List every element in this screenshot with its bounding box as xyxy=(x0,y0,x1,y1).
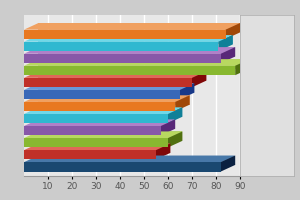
Polygon shape xyxy=(24,48,235,54)
Polygon shape xyxy=(156,144,170,160)
Bar xyxy=(38,144,170,153)
Polygon shape xyxy=(24,72,206,78)
Polygon shape xyxy=(24,84,194,90)
Bar xyxy=(38,60,250,69)
Bar xyxy=(24,114,168,124)
Polygon shape xyxy=(180,84,194,100)
Polygon shape xyxy=(168,132,182,148)
Bar xyxy=(38,24,240,33)
Bar xyxy=(24,90,180,100)
Polygon shape xyxy=(24,24,240,31)
Bar xyxy=(38,96,190,105)
Bar xyxy=(24,150,156,160)
Bar xyxy=(38,36,233,45)
Bar xyxy=(38,84,194,93)
Polygon shape xyxy=(235,60,250,76)
Bar xyxy=(24,102,175,112)
Polygon shape xyxy=(221,48,235,64)
Bar xyxy=(24,54,221,64)
Polygon shape xyxy=(161,120,175,136)
Polygon shape xyxy=(24,108,182,114)
Polygon shape xyxy=(192,72,206,88)
Bar xyxy=(38,48,235,57)
Polygon shape xyxy=(218,36,233,52)
Bar xyxy=(24,126,161,136)
Bar xyxy=(24,138,168,148)
Polygon shape xyxy=(24,120,175,126)
Bar xyxy=(38,120,175,129)
Polygon shape xyxy=(24,36,233,42)
Polygon shape xyxy=(24,60,250,66)
Bar xyxy=(24,42,218,52)
Bar xyxy=(24,66,235,76)
Polygon shape xyxy=(221,156,235,172)
Polygon shape xyxy=(24,156,235,162)
Bar xyxy=(38,72,206,81)
Polygon shape xyxy=(226,24,240,40)
Polygon shape xyxy=(24,144,170,150)
Polygon shape xyxy=(24,96,190,102)
Polygon shape xyxy=(24,132,182,138)
Bar xyxy=(24,162,221,172)
Polygon shape xyxy=(168,108,182,124)
Bar xyxy=(24,78,192,88)
Bar xyxy=(24,31,226,40)
Bar xyxy=(38,108,182,117)
Bar xyxy=(38,156,235,165)
Bar xyxy=(38,132,182,141)
Polygon shape xyxy=(175,96,190,112)
